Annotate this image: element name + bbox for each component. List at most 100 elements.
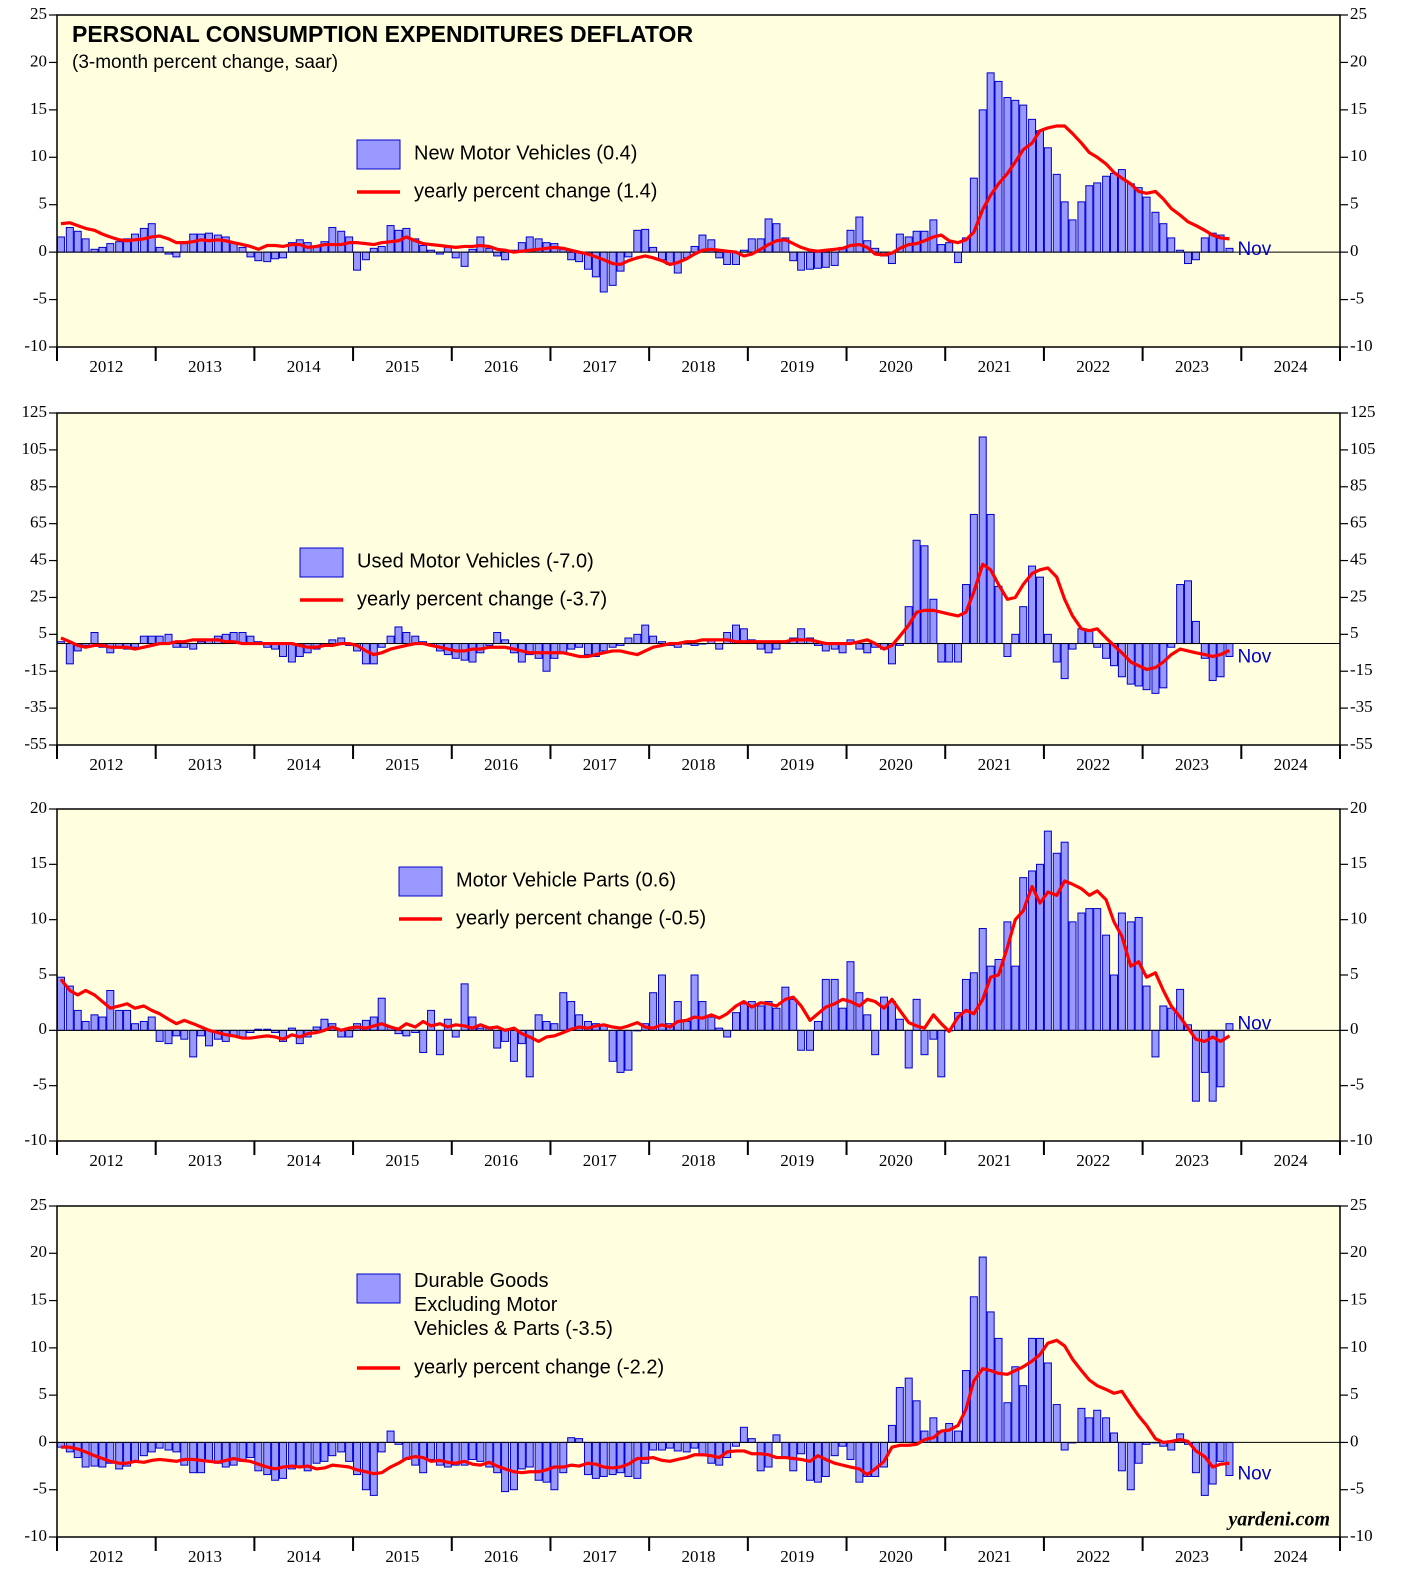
bar bbox=[1200, 1029, 1209, 1073]
chart-title: PERSONAL CONSUMPTION EXPENDITURES DEFLAT… bbox=[72, 21, 693, 47]
bar bbox=[1035, 863, 1044, 1031]
bar bbox=[115, 1009, 124, 1031]
bar bbox=[1208, 643, 1217, 681]
y-tick-label: 5 bbox=[39, 623, 48, 642]
bar bbox=[1060, 841, 1069, 1031]
y-tick-label: 125 bbox=[22, 402, 48, 421]
y-tick-label: -10 bbox=[1350, 1130, 1373, 1149]
bar bbox=[419, 245, 428, 253]
bar bbox=[633, 633, 642, 645]
bar bbox=[1102, 1417, 1111, 1443]
bar bbox=[130, 233, 139, 253]
bar bbox=[312, 1441, 321, 1464]
bar bbox=[460, 251, 469, 267]
x-tick-label: 2024 bbox=[1274, 1151, 1309, 1170]
x-tick-label: 2018 bbox=[682, 1151, 716, 1170]
bar bbox=[164, 1029, 173, 1045]
bar bbox=[707, 1016, 716, 1031]
bar bbox=[1191, 251, 1200, 261]
bar bbox=[575, 643, 584, 648]
bar bbox=[263, 1441, 272, 1476]
bar bbox=[821, 251, 830, 268]
bar bbox=[1109, 1432, 1118, 1443]
bar bbox=[945, 1423, 954, 1443]
bar bbox=[797, 251, 806, 271]
bar bbox=[855, 992, 864, 1031]
panel: -55 -55 -35 -35 -15 -15 5 5 25 25 45 45 65 65 85 85 105 1… bbox=[22, 402, 1376, 774]
bar bbox=[1043, 147, 1052, 253]
bar bbox=[1225, 1441, 1234, 1477]
bar bbox=[1003, 1402, 1012, 1443]
bar bbox=[920, 1029, 929, 1056]
bar bbox=[493, 251, 502, 257]
bar bbox=[509, 1029, 518, 1062]
x-tick-label: 2012 bbox=[89, 1151, 123, 1170]
credit: yardeni.com bbox=[1226, 1509, 1330, 1531]
bar bbox=[945, 643, 954, 663]
bar bbox=[880, 996, 889, 1031]
bar bbox=[871, 1029, 880, 1056]
bar bbox=[1167, 237, 1176, 253]
bar bbox=[641, 1441, 650, 1464]
bar bbox=[1159, 223, 1168, 253]
bar bbox=[1085, 630, 1094, 645]
x-tick-label: 2015 bbox=[385, 1151, 419, 1170]
bar bbox=[98, 1441, 107, 1468]
bar bbox=[559, 992, 568, 1031]
bar bbox=[386, 225, 395, 253]
bar bbox=[912, 1400, 921, 1443]
bar bbox=[279, 251, 288, 259]
bar bbox=[920, 545, 929, 645]
bar bbox=[155, 1441, 164, 1449]
y-tick-label: 15 bbox=[1350, 1289, 1367, 1308]
bar bbox=[1052, 1404, 1061, 1443]
y-tick-label: -55 bbox=[1350, 734, 1373, 753]
bar bbox=[1176, 584, 1185, 645]
bar bbox=[361, 251, 370, 261]
bar bbox=[781, 986, 790, 1031]
y-tick-label: -5 bbox=[33, 1479, 47, 1498]
bar bbox=[772, 1434, 781, 1443]
bar bbox=[147, 1441, 156, 1453]
y-tick-label: 5 bbox=[39, 194, 48, 213]
y-tick-label: 20 bbox=[30, 798, 47, 817]
bar bbox=[180, 243, 189, 253]
bar bbox=[961, 978, 970, 1031]
bar bbox=[550, 643, 559, 659]
bar bbox=[1003, 643, 1012, 657]
bar bbox=[904, 1377, 913, 1443]
y-tick-label: -35 bbox=[24, 697, 47, 716]
bar bbox=[969, 972, 978, 1031]
bar bbox=[1093, 1409, 1102, 1443]
bar bbox=[1077, 201, 1086, 253]
y-tick-label: 65 bbox=[1350, 513, 1367, 532]
bar bbox=[599, 643, 608, 652]
bar bbox=[115, 1441, 124, 1470]
bar bbox=[1085, 185, 1094, 253]
bar bbox=[608, 643, 617, 648]
bar bbox=[147, 635, 156, 645]
bar bbox=[994, 1337, 1003, 1443]
bar bbox=[863, 643, 872, 654]
bar bbox=[772, 1007, 781, 1031]
bar bbox=[534, 1014, 543, 1031]
bar bbox=[599, 1441, 608, 1477]
y-tick-label: 85 bbox=[1350, 476, 1367, 495]
bar bbox=[583, 643, 592, 656]
y-tick-label: 0 bbox=[39, 1019, 48, 1038]
y-tick-label: 10 bbox=[30, 909, 47, 928]
bar bbox=[517, 1441, 526, 1470]
bar bbox=[81, 238, 90, 253]
bar bbox=[641, 624, 650, 645]
bar bbox=[98, 246, 107, 253]
y-tick-label: 0 bbox=[1350, 1431, 1359, 1450]
bar bbox=[1126, 921, 1135, 1031]
legend-label: New Motor Vehicles (0.4) bbox=[414, 142, 637, 164]
y-tick-label: -5 bbox=[33, 288, 47, 307]
bar bbox=[789, 998, 798, 1031]
y-tick-label: 25 bbox=[30, 4, 47, 23]
line bbox=[60, 562, 1231, 671]
bar bbox=[994, 585, 1003, 645]
y-tick-label: 105 bbox=[22, 439, 48, 458]
